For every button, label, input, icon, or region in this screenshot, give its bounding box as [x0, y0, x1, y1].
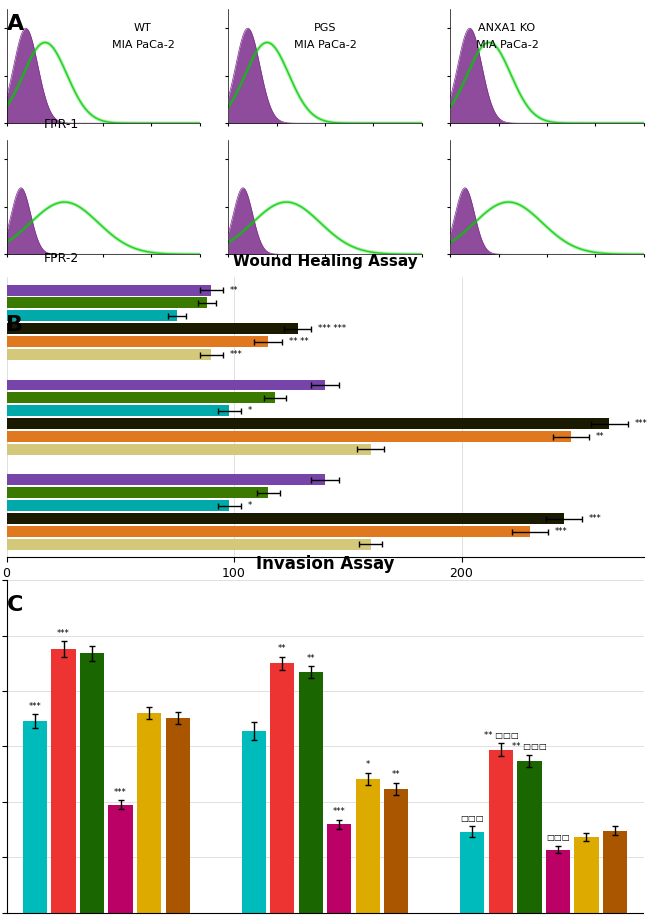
Bar [6, 419, 610, 429]
Text: **: ** [278, 644, 287, 654]
Bar [546, 849, 570, 913]
Bar [6, 514, 564, 524]
Bar [575, 837, 599, 913]
Bar [80, 654, 104, 913]
Bar [489, 750, 513, 913]
Bar [6, 526, 530, 537]
Text: *: * [248, 502, 252, 510]
Text: ** □□□: ** □□□ [484, 731, 518, 739]
Text: FPR-2: FPR-2 [44, 252, 79, 265]
Bar [6, 393, 275, 404]
Bar [603, 831, 627, 913]
Text: ***: *** [634, 420, 647, 428]
Text: ** **: ** ** [289, 337, 308, 346]
Text: WT: WT [134, 23, 152, 33]
Bar [6, 324, 298, 335]
Text: MIA PaCa-2: MIA PaCa-2 [112, 40, 174, 50]
Bar [109, 805, 133, 913]
Text: MIA PaCa-2: MIA PaCa-2 [476, 40, 538, 50]
Text: **: ** [307, 654, 315, 663]
Text: □□□: □□□ [461, 814, 484, 823]
Text: **: ** [392, 770, 400, 779]
X-axis label: distance (μm): distance (μm) [281, 585, 369, 598]
Bar [6, 475, 325, 485]
Text: ***: *** [29, 702, 42, 711]
Bar [6, 285, 211, 296]
Text: ***: *** [589, 514, 602, 523]
Text: B: B [6, 315, 23, 336]
Bar [384, 788, 408, 913]
Bar [6, 444, 370, 455]
Text: **: ** [595, 432, 604, 441]
Text: ** □□□: ** □□□ [512, 742, 547, 751]
Bar [298, 672, 323, 913]
Bar [6, 380, 325, 391]
Bar [23, 721, 47, 913]
Bar [6, 349, 211, 360]
Bar [356, 778, 380, 913]
Bar [6, 431, 571, 442]
Bar [242, 731, 266, 913]
Text: ***: *** [57, 629, 70, 638]
Bar [137, 714, 161, 913]
Bar [327, 824, 352, 913]
Bar [6, 337, 268, 347]
Bar [460, 832, 484, 913]
Bar [6, 501, 229, 511]
Title: Wound Healing Assay: Wound Healing Assay [233, 254, 417, 269]
Bar [51, 649, 75, 913]
Text: ANXA1 KO: ANXA1 KO [478, 23, 536, 33]
Text: *: * [248, 407, 252, 415]
Text: **: ** [229, 286, 238, 294]
Text: ***: *** [554, 527, 567, 536]
Text: ***: *** [333, 808, 346, 816]
Bar [6, 298, 207, 309]
Text: *** ***: *** *** [318, 325, 346, 333]
Title: Invasion Assay: Invasion Assay [255, 555, 395, 573]
Bar [6, 539, 370, 550]
Bar [166, 717, 190, 913]
Bar [6, 311, 177, 322]
Text: MIA PaCa-2: MIA PaCa-2 [294, 40, 356, 50]
Text: A: A [6, 14, 24, 34]
Text: □□□: □□□ [546, 833, 570, 843]
Bar [270, 663, 294, 913]
Bar [6, 406, 229, 416]
Text: ***: *** [229, 350, 242, 359]
Text: PGS: PGS [314, 23, 336, 33]
Text: *: * [366, 761, 370, 769]
Bar [517, 761, 541, 913]
Text: FPR-1: FPR-1 [44, 118, 79, 131]
Text: ***: *** [114, 788, 127, 797]
Bar [6, 488, 268, 498]
Text: C: C [6, 595, 23, 615]
